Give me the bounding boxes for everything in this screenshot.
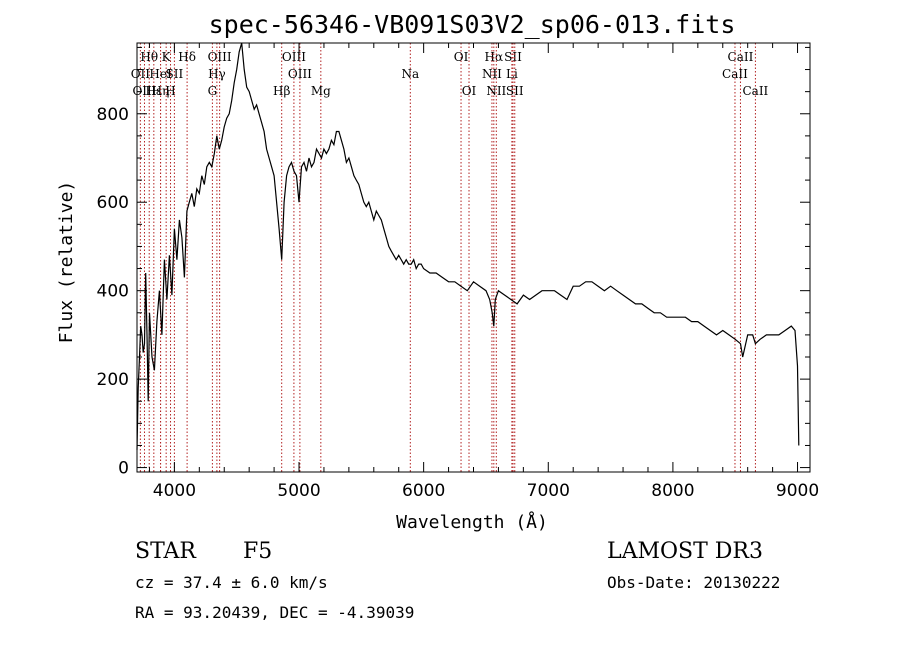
line-label-9: Hδ: [178, 50, 196, 64]
obs-date-text: Obs-Date: 20130222: [607, 573, 780, 592]
x-tick-label-1: 5000: [277, 481, 320, 501]
line-label-5: K: [162, 50, 172, 64]
line-label-22: NII: [486, 84, 506, 98]
line-label-17: Na: [401, 67, 419, 81]
x-tick-label-3: 7000: [527, 481, 570, 501]
line-label-4: Hη: [152, 84, 170, 98]
y-axis-label: Flux (relative): [56, 181, 77, 344]
spectrum-series-line: [136, 42, 800, 450]
y-tick-label-2: 400: [97, 282, 129, 302]
y-tick-label-0: 0: [118, 459, 129, 479]
line-label-14: OIII: [282, 50, 306, 64]
x-tick-label-2: 6000: [402, 481, 445, 501]
object-class: STAR: [135, 539, 197, 564]
y-tick-label-3: 600: [97, 193, 129, 213]
line-label-20: Hα: [485, 50, 504, 64]
line-label-3: Hε: [145, 84, 162, 98]
line-label-24: Li: [506, 67, 518, 81]
x-tick-label-5: 9000: [776, 481, 819, 501]
line-label-13: Hβ: [273, 84, 290, 98]
x-axis-label: Wavelength (Å): [396, 511, 548, 533]
y-tick-label-4: 800: [97, 105, 129, 125]
line-label-2: OIII: [132, 84, 156, 98]
line-label-12: G: [208, 84, 218, 98]
line-label-6: HeI: [149, 67, 172, 81]
y-tick-label-1: 200: [97, 370, 129, 390]
ra-dec-text: RA = 93.20439, DEC = -4.39039: [135, 603, 414, 622]
line-label-7: SII: [166, 67, 184, 81]
line-label-19: OI: [462, 84, 477, 98]
line-label-27: CaII: [722, 67, 748, 81]
line-label-23: SII: [504, 50, 522, 64]
line-label-0: Hθ: [140, 50, 158, 64]
chart-title: spec-56346-VB091S03V2_sp06-013.fits: [209, 10, 736, 39]
line-label-16: Mg: [311, 84, 331, 98]
line-label-28: CaII: [742, 84, 768, 98]
line-label-11: Hγ: [208, 67, 226, 81]
axis-ticks: 4000 5000 6000 7000 8000 9000 0 200 400 600 800: [97, 43, 819, 501]
line-label-21: NII: [482, 67, 502, 81]
plot-frame: [136, 42, 811, 473]
survey-name: LAMOST DR3: [607, 539, 763, 564]
line-label-18: OI: [454, 50, 469, 64]
line-label-26: CaII: [728, 50, 754, 64]
object-subclass: F5: [243, 539, 272, 564]
line-label-25: SII: [506, 84, 524, 98]
line-label-10: OIII: [208, 50, 232, 64]
line-label-1: OII: [131, 67, 151, 81]
line-label-15: OIII: [288, 67, 312, 81]
x-tick-label-0: 4000: [153, 481, 196, 501]
redshift-text: cz = 37.4 ± 6.0 km/s: [135, 573, 328, 592]
x-tick-label-4: 8000: [651, 481, 694, 501]
line-label-8: H: [165, 84, 175, 98]
